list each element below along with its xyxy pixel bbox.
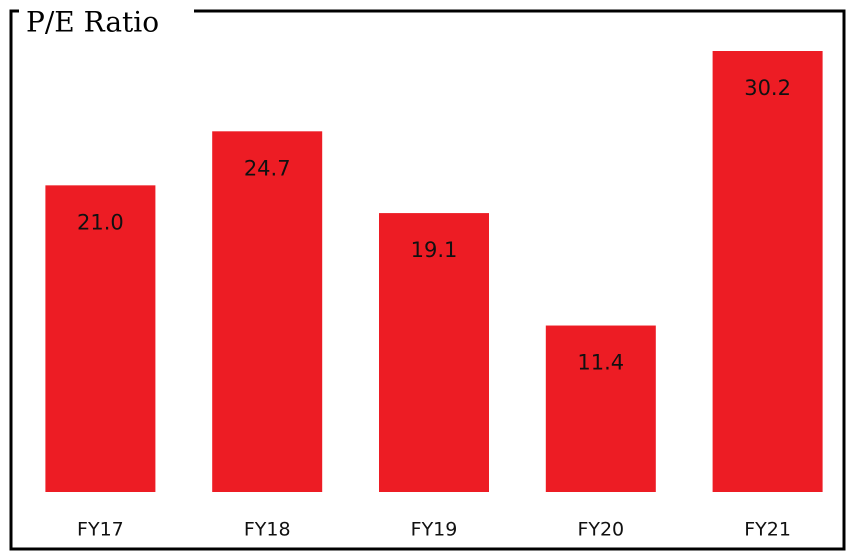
x-tick-label: FY19 — [411, 519, 458, 541]
x-tick-label: FY20 — [577, 519, 624, 541]
value-label: 19.1 — [411, 238, 458, 262]
bar — [45, 185, 156, 493]
bar — [545, 325, 656, 492]
value-label: 24.7 — [244, 156, 291, 180]
x-tick-label: FY18 — [244, 519, 291, 541]
chart-title: P/E Ratio — [26, 6, 159, 39]
value-label: 21.0 — [77, 210, 124, 234]
bar — [712, 51, 823, 492]
x-tick-label: FY21 — [744, 519, 791, 541]
x-tick-label: FY17 — [77, 519, 124, 541]
bar — [379, 213, 489, 492]
title-background — [19, 2, 194, 40]
bar — [212, 131, 323, 492]
value-label: 30.2 — [744, 76, 791, 100]
value-label: 11.4 — [577, 351, 624, 375]
chart-frame — [9, 9, 846, 551]
